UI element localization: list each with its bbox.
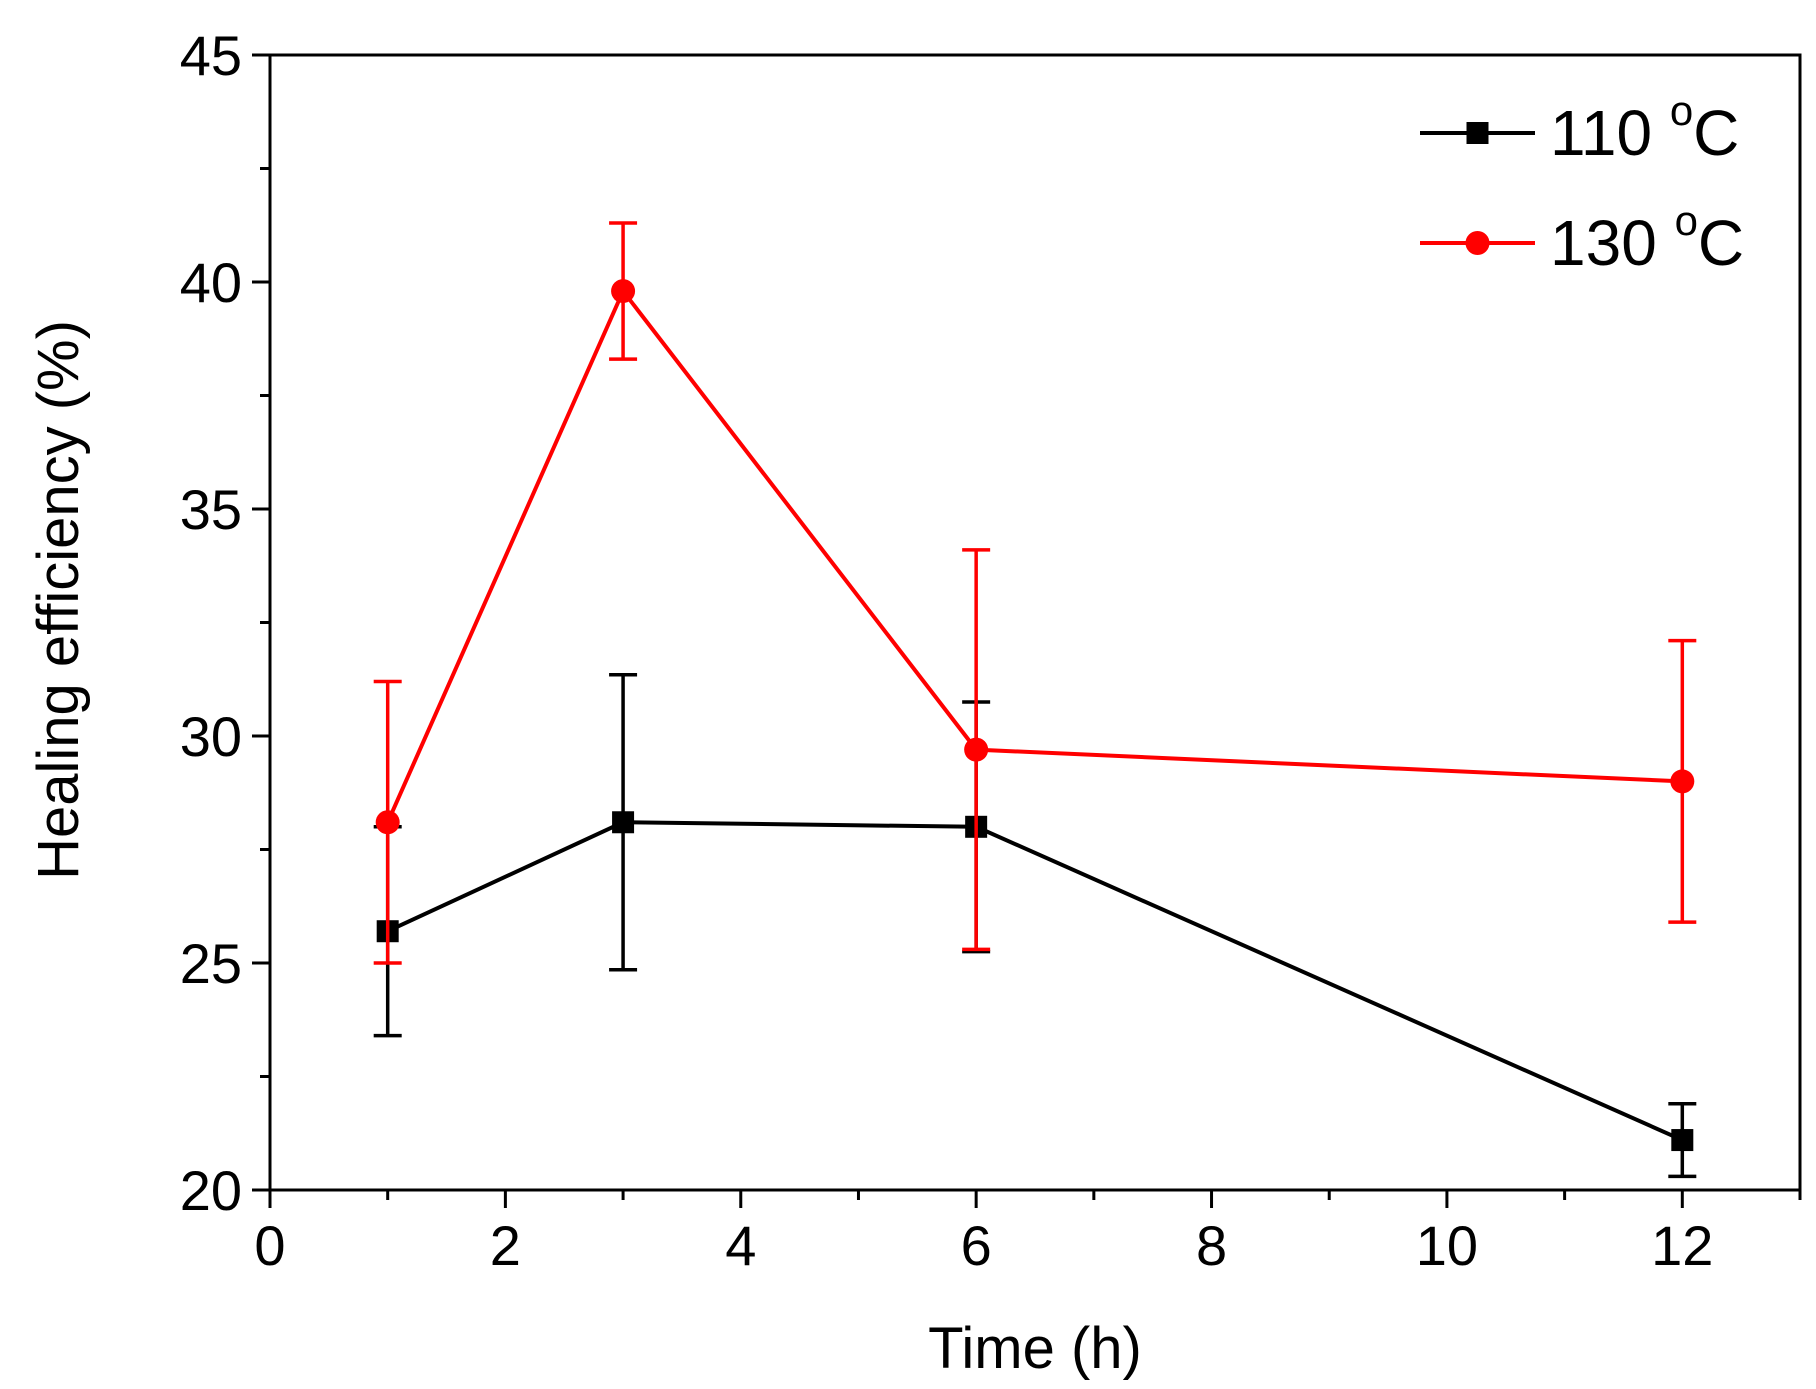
legend: 110 oC 130 oC (1420, 87, 1744, 279)
legend-marker (1466, 122, 1489, 144)
legend-entry-130: 130 oC (1420, 197, 1744, 279)
series-line (385, 287, 1683, 824)
data-point (1670, 769, 1695, 794)
x-tick-label: 12 (1651, 1214, 1713, 1277)
x-axis-title: Time (h) (928, 1316, 1142, 1381)
data-point (612, 811, 635, 834)
data-point (375, 810, 400, 835)
y-tick-label: 35 (180, 478, 242, 541)
data-point (1671, 1129, 1694, 1152)
data-point (964, 737, 989, 762)
data-point (611, 279, 636, 304)
series-130 (373, 221, 1697, 965)
y-tick-label: 45 (180, 24, 242, 87)
y-tick-label: 40 (180, 251, 242, 314)
x-tick-label: 6 (961, 1214, 992, 1277)
legend-marker (1465, 231, 1490, 255)
x-tick-label: 0 (254, 1214, 285, 1277)
series-110 (373, 672, 1697, 1179)
x-tick-label: 4 (725, 1214, 756, 1277)
series-line (386, 820, 1684, 1142)
axes: 0 2 4 6 8 10 12 20 25 30 35 40 45 (180, 24, 1802, 1277)
series (373, 221, 1697, 1179)
legend-label: 130 oC (1550, 197, 1744, 279)
legend-label: 110 oC (1550, 87, 1739, 169)
y-axis-title: Healing efficiency (%) (26, 320, 91, 880)
x-tick-label: 10 (1416, 1214, 1478, 1277)
y-tick-label: 30 (180, 705, 242, 768)
legend-entry-110: 110 oC (1420, 87, 1739, 169)
y-tick-label: 20 (180, 1159, 242, 1222)
y-tick-label: 25 (180, 932, 242, 995)
x-tick-label: 2 (490, 1214, 521, 1277)
x-tick-label: 8 (1196, 1214, 1227, 1277)
